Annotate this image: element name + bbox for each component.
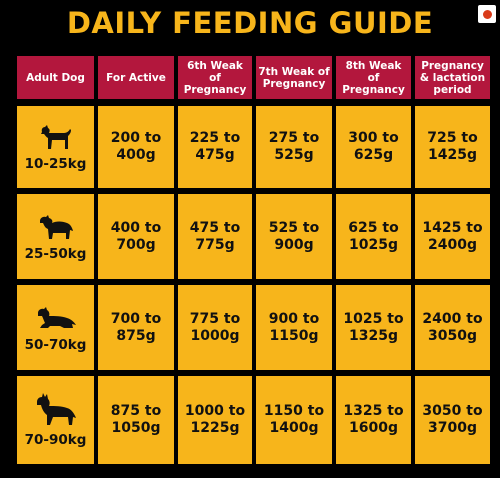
cell-value: 625 to 1025g: [348, 219, 399, 253]
cell-value: 775 to 1000g: [189, 310, 241, 344]
header-adult-dog: Adult Dog: [17, 56, 94, 99]
table-cell: 1150 to 1400g: [256, 376, 332, 464]
cell-value: 875 to 1050g: [110, 403, 162, 436]
table-cell: 2400 to 3050g: [415, 285, 490, 370]
cell-value: 475 to 775g: [189, 219, 241, 253]
table-cell: 1025 to 1325g: [336, 285, 411, 370]
red-dot-icon: [482, 9, 492, 19]
table-row-weight-cell: 70-90kg: [17, 376, 94, 464]
table-cell: 275 to 525g: [256, 106, 332, 188]
table-cell: 1000 to 1225g: [178, 376, 252, 464]
table-row-weight-cell: 10-25kg: [17, 106, 94, 188]
table-header: Adult Dog For Active 6th Weak of Pregnan…: [17, 56, 490, 99]
cell-value: 300 to 625g: [348, 130, 399, 163]
cell-value: 1325 to 1600g: [343, 403, 404, 436]
cell-value: 225 to 475g: [189, 130, 241, 163]
table-cell: 400 to 700g: [98, 194, 174, 279]
cell-value: 525 to 900g: [268, 219, 320, 253]
table-cell: 475 to 775g: [178, 194, 252, 279]
table-cell: 1425 to 2400g: [415, 194, 490, 279]
table-cell: 875 to 1050g: [98, 376, 174, 464]
table-cell: 225 to 475g: [178, 106, 252, 188]
table-cell: 3050 to 3700g: [415, 376, 490, 464]
row-weight-label: 70-90kg: [24, 432, 87, 448]
row-weight-label: 25-50kg: [24, 245, 87, 262]
header-for-active: For Active: [98, 56, 174, 99]
header-8th-week: 8th Weak of Pregnancy: [336, 56, 411, 99]
cell-value: 1025 to 1325g: [343, 310, 404, 344]
table-cell: 300 to 625g: [336, 106, 411, 188]
table-cell: 775 to 1000g: [178, 285, 252, 370]
table-row-weight-cell: 25-50kg: [17, 194, 94, 279]
shepherd-dog-icon: [36, 393, 76, 425]
table-cell: 700 to 875g: [98, 285, 174, 370]
cell-value: 1000 to 1225g: [184, 403, 246, 436]
cell-value: 200 to 400g: [110, 130, 162, 163]
header-7th-week: 7th Weak of Pregnancy: [256, 56, 332, 99]
table-cell: 900 to 1150g: [256, 285, 332, 370]
cell-value: 1150 to 1400g: [263, 403, 325, 436]
cell-value: 725 to 1425g: [427, 130, 478, 163]
cell-value: 3050 to 3700g: [422, 403, 483, 436]
table-row-weight-cell: 50-70kg: [17, 285, 94, 370]
table-cell: 625 to 1025g: [336, 194, 411, 279]
row-weight-label: 10-25kg: [24, 156, 87, 172]
small-dog-icon: [40, 125, 71, 149]
cell-value: 400 to 700g: [110, 219, 162, 253]
cell-value: 700 to 875g: [110, 310, 162, 344]
page-title: DAILY FEEDING GUIDE: [66, 6, 434, 40]
table-cell: 1325 to 1600g: [336, 376, 411, 464]
feeding-table: 10-25kg 200 to 400g 225 to 475g 275 to 5…: [17, 106, 490, 464]
cell-value: 900 to 1150g: [268, 310, 320, 344]
table-cell: 200 to 400g: [98, 106, 174, 188]
row-weight-label: 50-70kg: [24, 336, 87, 353]
cell-value: 2400 to 3050g: [422, 310, 483, 344]
cell-value: 1425 to 2400g: [422, 219, 483, 253]
table-cell: 725 to 1425g: [415, 106, 490, 188]
header-lactation: Pregnancy & lactation period: [415, 56, 490, 99]
table-cell: 525 to 900g: [256, 194, 332, 279]
cell-value: 275 to 525g: [268, 130, 320, 163]
header-6th-week: 6th Weak of Pregnancy: [178, 56, 252, 99]
collie-dog-icon: [39, 214, 73, 239]
corner-badge-icon: [478, 5, 496, 23]
lying-dog-icon: [37, 306, 76, 328]
